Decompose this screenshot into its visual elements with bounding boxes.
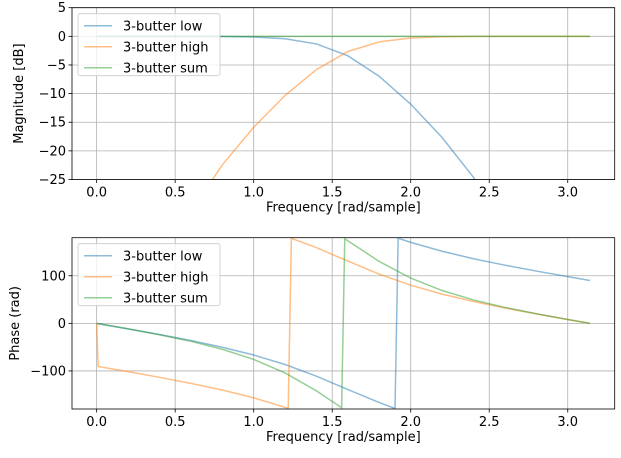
y-tick-label: 5 (58, 1, 66, 16)
x-tick-label: 2.5 (479, 186, 500, 201)
magnitude-plot: 0.0 0.5 1.0 1.5 2.0 2.5 3.0 5 0 −5 −10 −15 −20 −25 Fre… (12, 1, 616, 216)
x-tick-label: 3.0 (557, 415, 578, 430)
legend: 3-butter low 3-butter high 3-butter sum (77, 243, 221, 307)
legend-entry: 3-butter sum (123, 292, 208, 307)
y-tick-label: 0 (58, 30, 66, 45)
axes-frame (71, 237, 616, 410)
legend-box (77, 243, 221, 307)
y-tick-label: 100 (41, 269, 66, 284)
y-axis-label: Phase (rad) (8, 286, 23, 361)
y-tick-label: 0 (58, 317, 66, 332)
x-tick-label: 0.5 (165, 186, 186, 201)
y-tick-label: −20 (39, 144, 66, 159)
x-tick-label: 3.0 (557, 186, 578, 201)
series-line-3-butter-low (96, 237, 591, 409)
legend-box (77, 13, 221, 77)
legend-entry: 3-butter sum (123, 62, 208, 77)
x-axis-label: Frequency [rad/sample] (266, 201, 421, 216)
x-tick-label: 2.0 (400, 186, 421, 201)
x-tick-label: 1.5 (322, 415, 343, 430)
legend: 3-butter low 3-butter high 3-butter sum (77, 13, 221, 77)
phase-plot: 0.0 0.5 1.0 1.5 2.0 2.5 3.0 100 0 −100 Frequency [… (8, 237, 616, 445)
series-line-3-butter-sum (96, 237, 591, 409)
y-tick-label: −100 (30, 364, 66, 379)
legend-entry: 3-butter low (123, 250, 203, 265)
x-tick-label: 2.0 (400, 415, 421, 430)
legend-entry: 3-butter low (123, 20, 203, 35)
x-tick-label: 2.5 (479, 415, 500, 430)
y-tick-label: −15 (39, 116, 66, 131)
y-tick-label: −5 (47, 58, 66, 73)
legend-entry: 3-butter high (123, 41, 208, 56)
axes-frame (71, 7, 616, 180)
y-tick-label: −10 (39, 87, 66, 102)
x-tick-label: 0.5 (165, 415, 186, 430)
legend-entry: 3-butter high (123, 271, 208, 286)
y-tick-label: −25 (39, 173, 66, 188)
y-axis-label: Magnitude [dB] (12, 43, 27, 143)
x-tick-label: 0.0 (86, 415, 107, 430)
x-axis-label: Frequency [rad/sample] (266, 430, 421, 445)
x-tick-label: 1.5 (322, 186, 343, 201)
x-tick-label: 1.0 (243, 186, 264, 201)
x-tick-label: 1.0 (243, 415, 264, 430)
x-tick-label: 0.0 (86, 186, 107, 201)
